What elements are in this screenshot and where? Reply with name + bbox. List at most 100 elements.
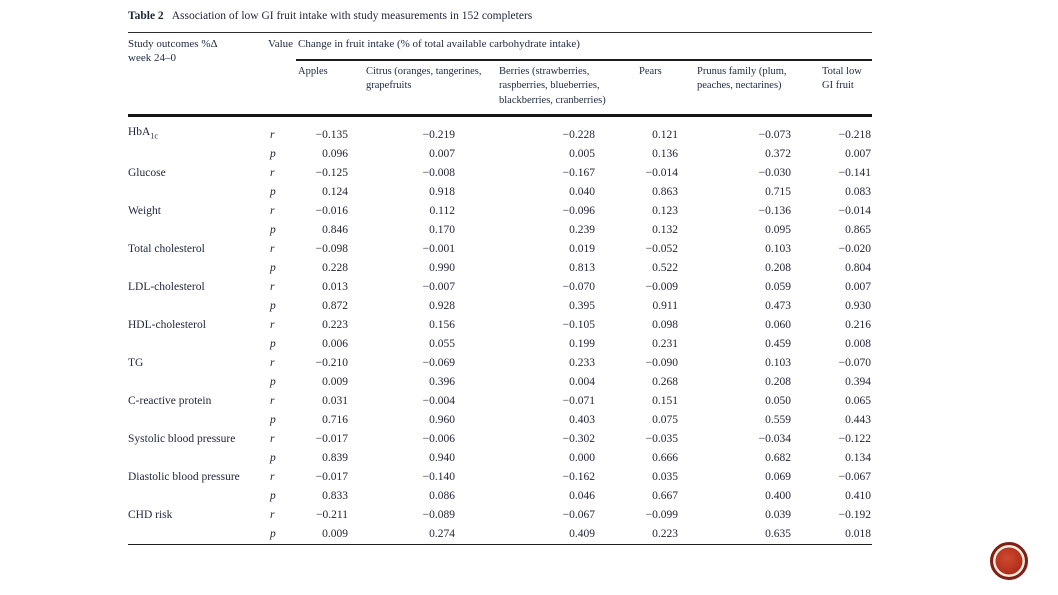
data-cell: 0.459 (765, 338, 791, 351)
data-cell: −0.007 (422, 281, 455, 294)
column-header-outcome: Study outcomes %Δ week 24–0 (128, 33, 268, 116)
data-cell: −0.008 (422, 167, 455, 180)
data-cell: 0.716 (322, 414, 348, 427)
data-cell: −0.014 (838, 205, 872, 218)
data-cell: 0.018 (845, 528, 872, 541)
data-cell: −0.016 (315, 205, 348, 218)
data-cell: 0.216 (845, 319, 872, 332)
table-caption: Table 2 Association of low GI fruit intak… (128, 8, 872, 24)
data-cell: −0.089 (422, 509, 455, 522)
table-row: p 0.716 0.960 0.403 0.075 0.559 0.443 (128, 411, 872, 430)
outcome-label (128, 335, 268, 354)
data-cell: −0.219 (422, 129, 455, 142)
data-cell: 0.559 (765, 414, 791, 427)
data-cell: 0.208 (765, 262, 791, 275)
value-type-label: p (270, 414, 276, 427)
data-cell: 0.682 (765, 452, 791, 465)
data-cell: 0.839 (322, 452, 348, 465)
data-cell: −0.099 (645, 509, 678, 522)
value-type-label: p (270, 338, 276, 351)
data-cell: 0.151 (652, 395, 678, 408)
header-row-fruits: Apples Citrus (oranges, tangerines, grap… (128, 58, 873, 116)
table-row: LDL-cholesterol r 0.013 −0.007 −0.070 −0.009 0… (128, 278, 872, 297)
data-cell: −0.162 (562, 471, 595, 484)
data-cell: 0.400 (765, 490, 791, 503)
data-cell: −0.006 (422, 433, 455, 446)
data-cell: −0.073 (758, 129, 791, 142)
data-cell: 0.103 (765, 357, 791, 370)
table-row: C-reactive protein r 0.031 −0.004 −0.071 0.15… (128, 392, 872, 411)
data-cell: −0.135 (315, 129, 348, 142)
column-header-pears: Pears (637, 58, 695, 116)
table-row: p 0.009 0.396 0.004 0.268 0.208 0.394 (128, 373, 872, 392)
outcome-label: CHD risk (128, 509, 173, 522)
data-cell: 0.833 (322, 490, 348, 503)
data-cell: 0.136 (652, 148, 678, 161)
table-row: HDL-cholesterol r 0.223 0.156 −0.105 0.098 0.0… (128, 316, 872, 335)
column-header-citrus: Citrus (oranges, tangerines, grapefruits (364, 58, 497, 116)
data-cell: −0.302 (562, 433, 595, 446)
data-cell: 0.096 (322, 148, 348, 161)
red-seal-logo-icon (990, 542, 1028, 580)
data-cell: 0.069 (765, 471, 791, 484)
table-row: p 0.872 0.928 0.395 0.911 0.473 0.930 (128, 297, 872, 316)
table-row: p 0.833 0.086 0.046 0.667 0.400 0.410 (128, 487, 872, 506)
data-cell: −0.105 (562, 319, 595, 332)
column-header-prunus: Prunus family (plum, peaches, nectarines… (695, 58, 820, 116)
data-cell: 0.863 (652, 186, 678, 199)
outcome-label: Total cholesterol (128, 243, 205, 256)
data-cell: −0.014 (645, 167, 678, 180)
data-cell: −0.098 (315, 243, 348, 256)
outcome-label (128, 525, 268, 545)
data-cell: 0.031 (322, 395, 348, 408)
outcome-label (128, 259, 268, 278)
data-cell: 0.055 (429, 338, 455, 351)
value-type-label: p (270, 148, 276, 161)
data-cell: 0.083 (845, 186, 872, 199)
data-cell: −0.210 (315, 357, 348, 370)
data-cell: 0.928 (429, 300, 455, 313)
value-type-label: p (270, 186, 276, 199)
table-row: p 0.839 0.940 0.000 0.666 0.682 0.134 (128, 449, 872, 468)
value-type-label: r (270, 167, 275, 180)
table-row: Total cholesterol r −0.098 −0.001 0.019 −0.05… (128, 240, 872, 259)
data-cell: 0.960 (429, 414, 455, 427)
value-type-label: r (270, 433, 275, 446)
value-type-label: r (270, 319, 275, 332)
data-cell: −0.030 (758, 167, 791, 180)
value-type-label: r (270, 281, 275, 294)
data-cell: 0.395 (569, 300, 595, 313)
value-type-label: r (270, 129, 275, 142)
data-cell: 0.522 (652, 262, 678, 275)
data-cell: 0.813 (569, 262, 595, 275)
data-cell: −0.052 (645, 243, 678, 256)
data-cell: −0.067 (838, 471, 872, 484)
data-cell: 0.009 (322, 528, 348, 541)
outcome-label: LDL-cholesterol (128, 281, 205, 294)
data-cell: 0.156 (429, 319, 455, 332)
data-cell: 0.170 (429, 224, 455, 237)
value-type-label: p (270, 490, 276, 503)
data-cell: 0.039 (765, 509, 791, 522)
data-cell: 0.396 (429, 376, 455, 389)
outcome-label: Systolic blood pressure (128, 433, 236, 446)
data-cell: 0.223 (322, 319, 348, 332)
table-number: Table 2 (128, 10, 164, 22)
data-cell: 0.635 (765, 528, 791, 541)
data-cell: −0.009 (645, 281, 678, 294)
outcome-label: Diastolic blood pressure (128, 471, 240, 484)
data-cell: 0.268 (652, 376, 678, 389)
data-cell: 0.006 (322, 338, 348, 351)
table-header: Study outcomes %Δ week 24–0 Value Change … (128, 33, 873, 116)
value-type-label: r (270, 243, 275, 256)
table-row: p 0.846 0.170 0.239 0.132 0.095 0.865 (128, 221, 872, 240)
data-cell: 0.473 (765, 300, 791, 313)
table-row: Systolic blood pressure r −0.017 −0.006 −0.3… (128, 430, 872, 449)
table-body: HbA1c r −0.135 −0.219 −0.228 0.121 −0.073 −0.21… (128, 116, 872, 545)
outcome-label: Weight (128, 205, 161, 218)
data-cell: 0.059 (765, 281, 791, 294)
column-header-berries: Berries (strawberries, raspberries, blue… (497, 58, 637, 116)
data-cell: −0.136 (758, 205, 791, 218)
outcome-label (128, 145, 268, 164)
